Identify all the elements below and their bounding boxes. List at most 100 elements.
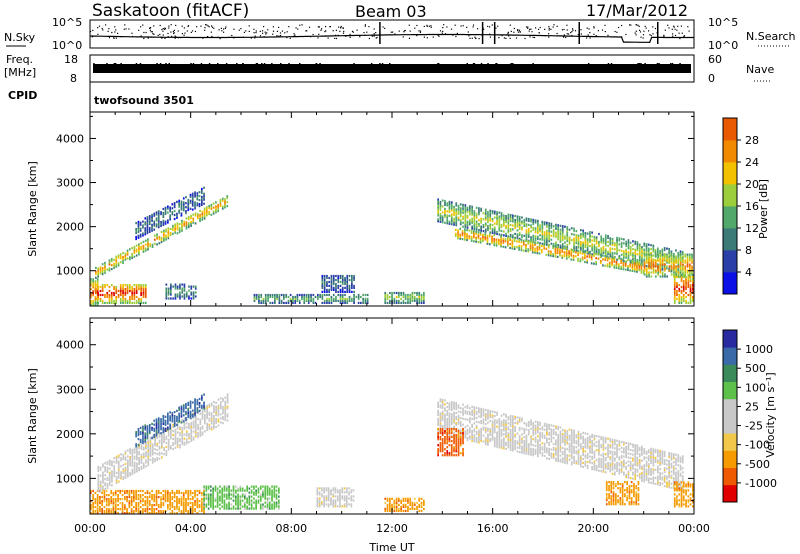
velocity-ytick-label-1: 2000: [56, 428, 84, 441]
nave-tick-high: 60: [708, 53, 722, 66]
velocity-cbar-tick-label-5: -100: [745, 439, 770, 452]
x-axis-title: Time UT: [368, 541, 414, 554]
power-ylabel: Slant Range [km]: [26, 161, 39, 257]
velocity-cbar-swatch-3: [723, 433, 737, 451]
cpid-value: twofsound 3501: [94, 94, 194, 107]
velocity-cbar-swatch-9: [723, 330, 737, 348]
velocity-cbar-tick-label-6: -500: [745, 458, 770, 471]
nsearch-label: N.Search: [746, 30, 796, 43]
date-title: 17/Mar/2012: [586, 1, 688, 20]
data-band-11: [673, 274, 694, 304]
data-band-4: [316, 487, 355, 508]
velocity-ytick-label-2: 3000: [56, 383, 84, 396]
data-band-3: [165, 283, 197, 300]
nsky-panel: [89, 19, 695, 49]
data-band-5: [253, 293, 369, 304]
nave-tick-low: 0: [708, 72, 715, 85]
nsky-tick-high: 10^5: [52, 16, 82, 29]
data-band-6: [437, 398, 684, 492]
cpid-label: CPID: [8, 89, 37, 102]
data-band-6: [321, 274, 355, 293]
velocity-data: [90, 393, 694, 515]
power-cbar-swatch-5: [723, 162, 737, 185]
power-cbar-tick-label-3: 16: [745, 200, 759, 213]
data-band-9: [673, 481, 694, 508]
data-band-7: [437, 428, 464, 457]
velocity-cbar-tick-label-1: 500: [745, 362, 766, 375]
velocity-cbar-tick-label-7: -1000: [745, 477, 777, 490]
velocity-cbar-swatch-6: [723, 381, 737, 400]
power-cbar-swatch-2: [723, 228, 737, 251]
power-cbar-tick-label-0: 4: [745, 266, 752, 279]
power-cbar-swatch-4: [723, 184, 737, 207]
data-band-2: [95, 284, 147, 304]
x-tick-label-5: 20:00: [577, 522, 609, 535]
power-cbar-swatch-6: [723, 140, 737, 163]
velocity-cbar-tick-label-2: 100: [745, 381, 766, 394]
velocity-cbar-tick-label-4: -25: [745, 420, 763, 433]
power-cbar-swatch-1: [723, 250, 737, 273]
data-band-8: [605, 481, 640, 506]
power-cbar-tick-label-2: 12: [745, 222, 759, 235]
freq-unit: [MHz]: [4, 66, 36, 79]
data-band-7: [384, 291, 425, 304]
freq-tick-high: 18: [64, 53, 78, 66]
power-data: [90, 186, 694, 307]
x-tick-label-4: 16:00: [477, 522, 509, 535]
data-band-0: [90, 489, 205, 515]
nave-label: Nave: [746, 63, 774, 76]
x-tick-label-2: 08:00: [275, 522, 307, 535]
power-colorbar: 4 8 12 16 20 24 28: [722, 117, 759, 295]
power-axes: 1000 2000 3000 4000: [56, 112, 695, 306]
data-band-4: [135, 186, 205, 241]
velocity-cbar-swatch-7: [723, 364, 737, 382]
velocity-cbar-swatch-0: [723, 484, 737, 503]
velocity-cbar-swatch-8: [723, 347, 737, 365]
power-cbar-tick-label-5: 24: [745, 156, 759, 169]
data-band-2: [135, 393, 205, 448]
power-cbar-swatch-0: [723, 272, 737, 295]
freq-band: [93, 64, 691, 73]
x-tick-label-1: 04:00: [175, 522, 207, 535]
nsky-label: N.Sky: [4, 31, 36, 44]
nsearch-tick-high: 10^5: [708, 16, 738, 29]
power-cbar-tick-label-6: 28: [745, 134, 759, 147]
nsearch-points: [90, 24, 690, 40]
velocity-ylabel: Slant Range [km]: [26, 368, 39, 464]
freq-label: Freq.: [6, 53, 33, 66]
x-tick-label-0: 00:00: [74, 522, 106, 535]
power-ytick-label-0: 1000: [56, 265, 84, 278]
nsearch-tick-low: 10^0: [708, 39, 738, 52]
data-band-1: [95, 195, 229, 279]
nsky-trace: [90, 22, 694, 44]
site-title: Saskatoon (fitACF): [92, 1, 249, 21]
data-band-9: [454, 227, 645, 275]
velocity-ytick-label-3: 4000: [56, 339, 84, 352]
power-ytick-label-2: 3000: [56, 177, 84, 190]
power-cbar-swatch-3: [723, 206, 737, 229]
power-cbar-swatch-7: [723, 118, 737, 141]
velocity-cbar-swatch-1: [723, 467, 737, 486]
power-colorbar-label: Power [dB]: [757, 179, 770, 239]
velocity-ytick-label-0: 1000: [56, 472, 84, 485]
velocity-colorbar: 1000 500 100 25 -25 -100 -500 -1000: [722, 329, 777, 503]
data-band-1: [97, 393, 229, 493]
nsky-tick-low: 10^0: [52, 39, 82, 52]
freq-panel: [89, 54, 695, 83]
freq-trace: [93, 63, 691, 73]
velocity-cbar-swatch-5: [723, 398, 737, 417]
velocity-cbar-swatch-4: [723, 416, 737, 434]
data-band-5: [384, 497, 425, 512]
freq-tick-low: 8: [70, 72, 77, 85]
power-ytick-label-1: 2000: [56, 221, 84, 234]
power-cbar-tick-label-1: 8: [745, 244, 752, 257]
velocity-cbar-swatch-2: [723, 450, 737, 468]
velocity-axes: 1000 2000 3000 4000: [56, 318, 695, 514]
velocity-cbar-tick-label-0: 1000: [745, 343, 773, 356]
x-tick-label-3: 12:00: [376, 522, 408, 535]
power-ytick-label-3: 4000: [56, 132, 84, 145]
x-tick-label-6: 00:00: [678, 522, 710, 535]
data-band-3: [203, 485, 280, 510]
nsky-line: [90, 33, 694, 44]
